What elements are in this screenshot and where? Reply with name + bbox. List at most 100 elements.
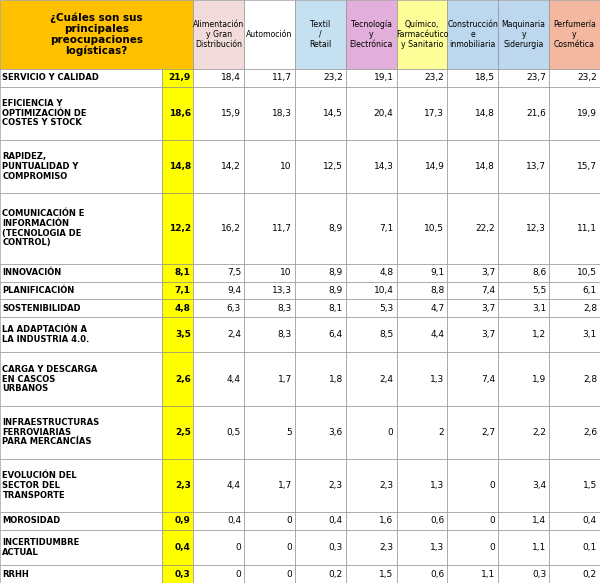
Text: 13,3: 13,3 [272,286,292,295]
Bar [498,530,549,566]
Bar [346,512,397,530]
Bar [346,530,397,566]
Text: 19,9: 19,9 [577,108,597,118]
Bar [295,317,346,353]
Bar [295,140,346,193]
Bar [498,353,549,406]
Bar [346,86,397,140]
Text: 0: 0 [235,543,241,552]
Text: 3,7: 3,7 [481,268,496,277]
Bar [244,264,295,282]
Text: 22,2: 22,2 [476,224,496,233]
Text: COMUNICACIÓN E
INFORMACIÓN
(TECNOLOGIA DE
CONTROL): COMUNICACIÓN E INFORMACIÓN (TECNOLOGIA D… [2,209,85,247]
Bar [448,530,498,566]
Text: 17,3: 17,3 [424,108,445,118]
Bar [397,317,448,353]
Bar [162,299,193,317]
Text: 2: 2 [439,428,445,437]
Text: 0,4: 0,4 [175,543,191,552]
Bar [346,264,397,282]
Text: SERVICIO Y CALIDAD: SERVICIO Y CALIDAD [2,73,99,82]
Text: 23,2: 23,2 [425,73,445,82]
Text: 3,7: 3,7 [481,330,496,339]
Bar [295,193,346,264]
Bar [397,353,448,406]
Bar [397,193,448,264]
Bar [295,406,346,459]
Bar [244,299,295,317]
Bar [346,193,397,264]
Bar [397,264,448,282]
Bar [295,299,346,317]
Text: 0,6: 0,6 [430,517,445,525]
Text: 13,7: 13,7 [526,162,546,171]
Text: CARGA Y DESCARGA
EN CASCOS
URBANOS: CARGA Y DESCARGA EN CASCOS URBANOS [2,365,98,394]
Bar [549,86,600,140]
Text: 3,1: 3,1 [532,304,546,312]
Bar [498,193,549,264]
Bar [193,193,244,264]
Bar [397,406,448,459]
Bar [549,0,600,69]
Text: 1,6: 1,6 [379,517,394,525]
Text: 2,4: 2,4 [380,375,394,384]
Text: ¿Cuáles son sus
principales
preocupaciones
logísticas?: ¿Cuáles son sus principales preocupacion… [50,13,143,56]
Bar [162,69,193,86]
Text: 8,3: 8,3 [278,330,292,339]
Bar [549,282,600,299]
Text: 15,9: 15,9 [221,108,241,118]
Text: EVOLUCIÓN DEL
SECTOR DEL
TRANSPORTE: EVOLUCIÓN DEL SECTOR DEL TRANSPORTE [2,471,77,500]
Text: 4,8: 4,8 [379,268,394,277]
Bar [244,140,295,193]
Text: 0: 0 [286,570,292,579]
Text: 18,4: 18,4 [221,73,241,82]
Bar [0,0,193,69]
Text: 8,8: 8,8 [430,286,445,295]
Text: 12,2: 12,2 [169,224,191,233]
Bar [448,317,498,353]
Bar [397,86,448,140]
Text: 8,6: 8,6 [532,268,546,277]
Text: 14,5: 14,5 [323,108,343,118]
Bar [244,193,295,264]
Bar [448,566,498,583]
Text: 7,4: 7,4 [481,286,496,295]
Text: 0: 0 [490,481,496,490]
Text: 2,8: 2,8 [583,304,597,312]
Bar [498,0,549,69]
Text: 0,4: 0,4 [329,517,343,525]
Text: LA ADAPTACIÓN A
LA INDUSTRIA 4.0.: LA ADAPTACIÓN A LA INDUSTRIA 4.0. [2,325,89,344]
Bar [162,530,193,566]
Bar [0,459,162,512]
Text: 2,2: 2,2 [532,428,546,437]
Bar [193,512,244,530]
Bar [295,530,346,566]
Bar [0,566,162,583]
Text: 14,3: 14,3 [374,162,394,171]
Bar [162,86,193,140]
Text: 6,4: 6,4 [329,330,343,339]
Bar [448,0,498,69]
Text: PLANIFICACIÓN: PLANIFICACIÓN [2,286,74,295]
Bar [193,140,244,193]
Bar [295,459,346,512]
Bar [397,140,448,193]
Text: 21,9: 21,9 [169,73,191,82]
Text: 14,9: 14,9 [425,162,445,171]
Text: Textil
/
Retail: Textil / Retail [309,20,331,48]
Text: 0: 0 [388,428,394,437]
Text: 8,9: 8,9 [329,286,343,295]
Bar [346,566,397,583]
Text: 2,6: 2,6 [175,375,191,384]
Text: 3,6: 3,6 [329,428,343,437]
Text: 1,5: 1,5 [583,481,597,490]
Bar [448,459,498,512]
Text: 10,5: 10,5 [424,224,445,233]
Text: 20,4: 20,4 [374,108,394,118]
Text: 2,3: 2,3 [379,543,394,552]
Bar [0,353,162,406]
Text: 23,7: 23,7 [526,73,546,82]
Text: 0,3: 0,3 [532,570,546,579]
Bar [244,69,295,86]
Text: 0,4: 0,4 [583,517,597,525]
